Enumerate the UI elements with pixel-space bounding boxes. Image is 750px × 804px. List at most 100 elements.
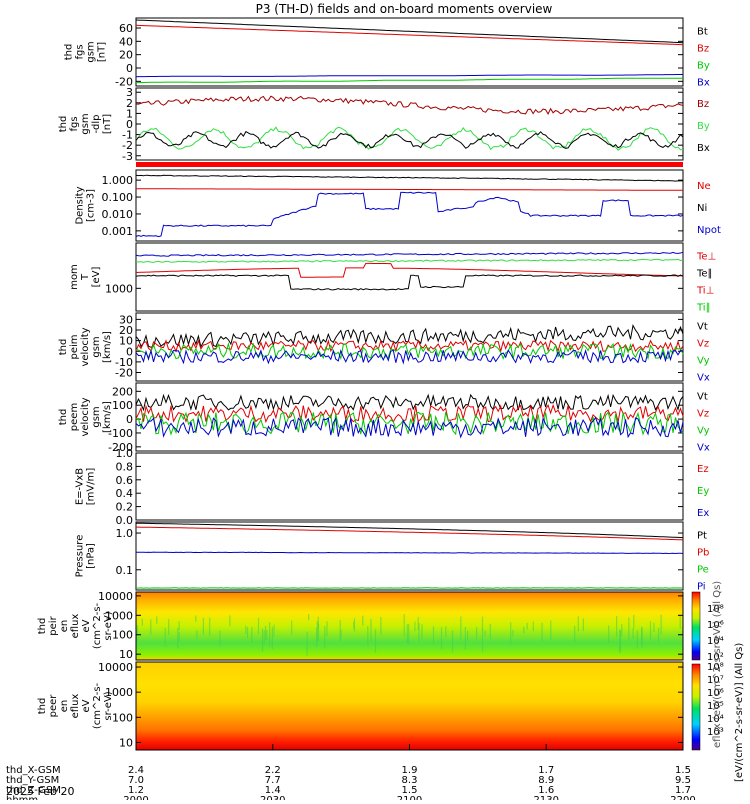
series-Te-perp — [136, 252, 683, 256]
spectrogram-streak — [621, 624, 622, 636]
spectrogram-streak — [467, 631, 468, 641]
y-tick-label: 0.8 — [116, 460, 134, 473]
legend-Vx: Vx — [697, 373, 710, 384]
spectrogram-streak — [179, 632, 180, 642]
y-axis-label: eflux — [70, 614, 81, 639]
spectrogram-streak — [196, 631, 197, 639]
y-tick-label: 200 — [112, 385, 133, 398]
spectrogram-streak — [452, 630, 453, 652]
y-axis-label: gsm — [80, 113, 91, 134]
spectrogram-streak — [265, 626, 266, 640]
spectrogram-streak — [633, 615, 634, 628]
y-tick-label: 0.4 — [116, 487, 134, 500]
legend-Npot: Npot — [697, 225, 721, 236]
y-axis-label: T — [80, 273, 91, 281]
y-axis-label: eV — [81, 619, 92, 632]
spectrogram-streak — [414, 622, 415, 632]
spectrogram-streak — [245, 626, 246, 634]
y-axis-label: thd — [37, 698, 48, 715]
spectrogram-streak — [367, 626, 368, 646]
x-row-value: 2000 — [123, 795, 148, 800]
y-axis-label: velocity — [80, 397, 91, 436]
y-tick-label: 100 — [112, 399, 133, 412]
spectrogram-streak — [661, 615, 662, 635]
legend-Ne: Ne — [697, 181, 711, 192]
spectrogram-streak — [650, 621, 651, 640]
y-axis-label: velocity — [80, 327, 91, 366]
spectrogram-streak — [527, 623, 528, 630]
spectrogram-streak — [179, 621, 180, 630]
legend-Te⊥: Te⊥ — [696, 252, 716, 263]
y-tick-label: 0.1 — [116, 564, 134, 577]
y-tick-label: 10000 — [98, 661, 133, 674]
legend-Ti∥: Ti∥ — [696, 303, 711, 314]
spectrogram-streak — [484, 631, 485, 637]
spectrogram-streak — [616, 616, 617, 637]
spectrogram-streak — [219, 631, 220, 646]
spectrogram-streak — [680, 615, 681, 628]
spectrogram-streak — [441, 627, 442, 649]
spectrogram-streak — [258, 618, 259, 634]
legend-Bz: Bz — [697, 44, 709, 55]
fgs_dlp-frame — [136, 88, 683, 160]
peim-frame — [136, 313, 683, 381]
spectrogram-streak — [445, 626, 446, 637]
spectrogram-streak — [512, 630, 513, 637]
spectrogram-streak — [269, 622, 270, 646]
spectrogram-streak — [165, 628, 166, 647]
colorbar-top-gradient — [692, 592, 700, 660]
y-axis-label: Density — [75, 186, 86, 224]
spectrogram-streak — [421, 624, 422, 639]
y-tick-label: 0.100 — [102, 191, 134, 204]
panel-density: 1.0000.1000.0100.001Density[cm-3]NeNiNpo… — [75, 170, 721, 241]
spectrogram-streak — [628, 617, 629, 640]
y-tick-label: -3 — [122, 150, 133, 163]
spectrogram-streak — [608, 625, 609, 642]
series-peem-Vt — [136, 395, 683, 410]
spectrogram-streak — [619, 630, 620, 654]
y-tick-label: 1000 — [105, 282, 133, 295]
y-axis-label: eV — [81, 699, 92, 712]
series-Bz — [136, 25, 683, 44]
page-title: P3 (TH-D) fields and on-board moments ov… — [256, 2, 553, 16]
y-axis-label: en — [59, 620, 70, 633]
y-tick-label: 100 — [112, 629, 133, 642]
spectrogram-streak — [578, 616, 579, 631]
y-tick-label: 0.0 — [116, 514, 134, 527]
spectrogram-streak — [482, 617, 483, 631]
spectrogram-streak — [541, 623, 542, 641]
legend-Ez: Ez — [697, 464, 709, 475]
series-By — [136, 78, 683, 83]
spectrogram-streak — [317, 621, 318, 641]
y-axis-label: peim — [69, 334, 80, 359]
y-tick-label: 20 — [119, 49, 133, 62]
spectrogram-streak — [550, 621, 551, 641]
peer-spectrogram — [136, 662, 683, 750]
y-axis-label: en — [59, 700, 70, 713]
legend-Ni: Ni — [697, 203, 707, 214]
date-label: 2025 Feb 20 — [6, 785, 74, 798]
spectrogram-streak — [408, 624, 409, 644]
spectrogram-streak — [583, 618, 584, 631]
spectrogram-streak — [150, 619, 151, 635]
spectrogram-streak — [177, 628, 178, 649]
spectrogram-streak — [264, 630, 265, 644]
spectrogram-streak — [262, 629, 263, 653]
y-tick-label: 0.010 — [102, 208, 134, 221]
spectrogram-streak — [203, 618, 204, 635]
colorbar-label: [eV/(cm^2-s-sr-eV)] (All Qs) — [734, 643, 745, 782]
legend-By: By — [697, 61, 710, 72]
y-axis-label: [mV/m] — [86, 468, 97, 506]
legend-Ey: Ey — [697, 486, 709, 497]
spectrogram-streak — [653, 623, 654, 632]
spectrogram-streak — [533, 622, 534, 632]
y-tick-label: 1.0 — [116, 447, 134, 460]
y-axis-label: (cm^2-s- — [92, 682, 103, 729]
y-axis-label: thd — [58, 339, 69, 356]
y-axis-label: [cm-3] — [86, 189, 97, 222]
spectrogram-streak — [404, 614, 405, 636]
legend-Vy: Vy — [697, 356, 710, 367]
peir-spectrogram — [136, 592, 683, 660]
